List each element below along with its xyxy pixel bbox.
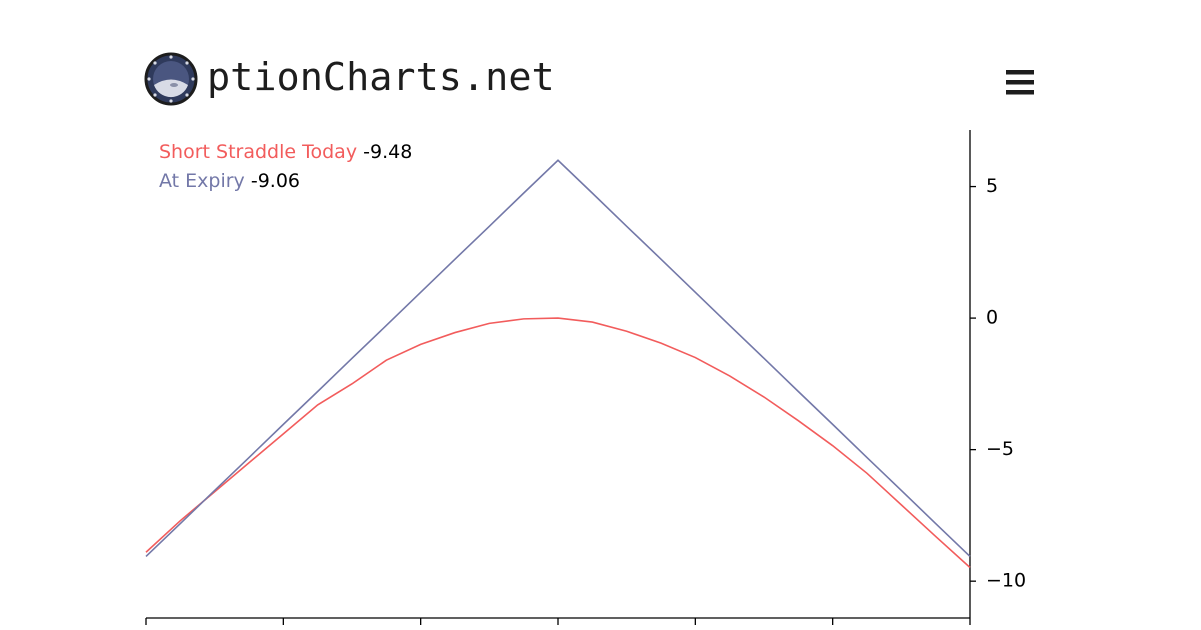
legend-value: -9.06 xyxy=(251,170,300,192)
legend-entry: Short Straddle Today -9.48 xyxy=(159,141,412,163)
brand[interactable]: ptionCharts.net xyxy=(207,55,555,100)
series-line xyxy=(145,159,971,558)
y-tick-label: 0 xyxy=(986,307,998,329)
y-tick-label: 5 xyxy=(986,175,998,197)
legend-label: Short Straddle Today xyxy=(159,141,357,163)
legend-label: At Expiry xyxy=(159,170,245,192)
logo[interactable] xyxy=(144,52,198,106)
legend-value: -9.48 xyxy=(363,141,412,163)
legend-entry: At Expiry -9.06 xyxy=(159,170,300,192)
series-line xyxy=(145,317,971,569)
menu-icon[interactable] xyxy=(1006,70,1034,96)
y-tick-label: −10 xyxy=(986,570,1026,592)
y-tick-label: −5 xyxy=(986,438,1014,460)
